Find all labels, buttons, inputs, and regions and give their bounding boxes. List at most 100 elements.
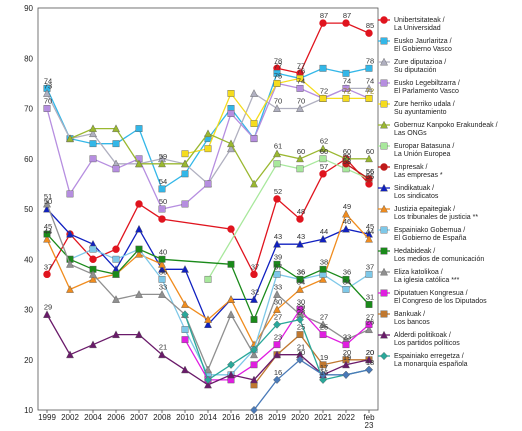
legend-label: Diputatuen Kongresua / [394, 290, 468, 297]
legend-label: Unibertsitateak / [394, 17, 445, 24]
data-label: 20 [366, 348, 374, 357]
legend-label: Los tribunales de justicia ** [394, 214, 478, 221]
data-label: 17 [320, 363, 328, 372]
legend-item: Unibertsitateak /La Universidad [378, 16, 445, 32]
data-point [342, 19, 350, 27]
legend-label: Los medios de comunicación [394, 256, 484, 263]
data-point [365, 325, 373, 333]
data-point [365, 270, 373, 278]
series-17 [181, 310, 373, 384]
data-label: 30 [274, 298, 282, 307]
data-point [319, 19, 327, 27]
data-point [158, 350, 166, 359]
data-point [158, 215, 166, 223]
chart-series [43, 19, 373, 415]
data-label: 87 [320, 11, 328, 20]
data-label: 29 [297, 303, 305, 312]
data-point [342, 224, 350, 233]
data-point [181, 200, 189, 208]
legend-label: Su diputación [394, 67, 437, 74]
data-point [273, 260, 281, 268]
series-5 [181, 74, 373, 158]
data-label: 37 [251, 262, 259, 271]
data-point [296, 239, 304, 248]
legend-label: Las empresas * [394, 172, 443, 179]
data-label: 37 [274, 262, 282, 271]
data-label: 36 [297, 267, 305, 276]
data-point [296, 215, 304, 223]
data-point [342, 370, 350, 379]
y-tick-label: 40 [24, 255, 33, 264]
series-line [253, 358, 370, 411]
data-label: 20 [343, 348, 351, 357]
data-label: 43 [274, 232, 282, 241]
data-point [250, 270, 258, 279]
legend-item: Zure diputazioa /Su diputación [378, 57, 446, 74]
legend-item: Enpresak /Las empresas * [378, 163, 443, 179]
data-label: 26 [366, 318, 374, 327]
data-point [158, 159, 166, 168]
data-point [250, 375, 258, 384]
data-label: 77 [297, 61, 305, 70]
data-point [365, 321, 373, 328]
data-point [296, 315, 304, 324]
data-point [296, 306, 304, 313]
series-line [69, 248, 370, 376]
legend-label: Europar Batasuna / [394, 143, 454, 150]
data-point [342, 286, 350, 293]
data-point [135, 330, 143, 339]
legend-label: La iglesia católica *** [394, 277, 460, 284]
series-12 [43, 230, 373, 323]
data-point [66, 260, 74, 268]
data-label: 70 [44, 97, 52, 106]
data-point [250, 316, 258, 323]
legend-label: Bankuak / [394, 311, 425, 318]
data-point [43, 230, 51, 238]
data-label: 36 [297, 267, 305, 276]
data-label: 37 [44, 262, 52, 271]
data-label: 56 [366, 167, 374, 176]
legend-label: Enpresak / [394, 164, 428, 171]
data-point [273, 375, 281, 384]
data-label: 46 [343, 217, 351, 226]
legend-item: Eliza katolikoa /La iglesia católica *** [378, 267, 460, 284]
data-point [158, 205, 166, 213]
data-label: 40 [159, 247, 167, 256]
data-point [296, 285, 304, 293]
legend-label: Justizia epaitegiak / [394, 206, 455, 213]
data-point [250, 179, 258, 188]
legend-item: Europar Batasuna /La Unión Europea [378, 142, 454, 158]
x-tick-label: 2014 [199, 413, 217, 422]
data-label: 48 [297, 207, 305, 216]
legend-label: Hedabideak / [394, 248, 435, 255]
data-label: 30 [297, 298, 305, 307]
y-tick-label: 10 [24, 406, 33, 415]
data-point [227, 370, 235, 379]
data-point [319, 95, 327, 102]
data-label: 78 [366, 56, 374, 65]
data-label: 54 [159, 177, 167, 186]
data-point [43, 199, 51, 208]
data-point [250, 350, 258, 359]
data-label: 36 [159, 267, 167, 276]
data-label: 28 [297, 308, 305, 317]
legend-item: Bankuak /Los bancos [378, 310, 430, 326]
data-point [365, 29, 373, 37]
data-label: 18 [366, 358, 374, 367]
data-point [273, 320, 281, 329]
data-point [380, 16, 388, 24]
data-label: 25 [297, 323, 305, 332]
data-point [181, 365, 189, 374]
data-point [181, 300, 189, 308]
data-label: 59 [343, 152, 351, 161]
data-label: 34 [343, 277, 351, 286]
data-point [204, 129, 212, 138]
data-point [250, 89, 258, 97]
data-point [89, 129, 97, 138]
data-point [273, 160, 281, 168]
data-point [365, 95, 373, 102]
data-point [204, 320, 212, 328]
x-tick-label: 2010 [176, 413, 194, 422]
legend-item: Diputatuen Kongresua /El Congreso de los… [378, 289, 487, 305]
data-point [112, 245, 120, 253]
